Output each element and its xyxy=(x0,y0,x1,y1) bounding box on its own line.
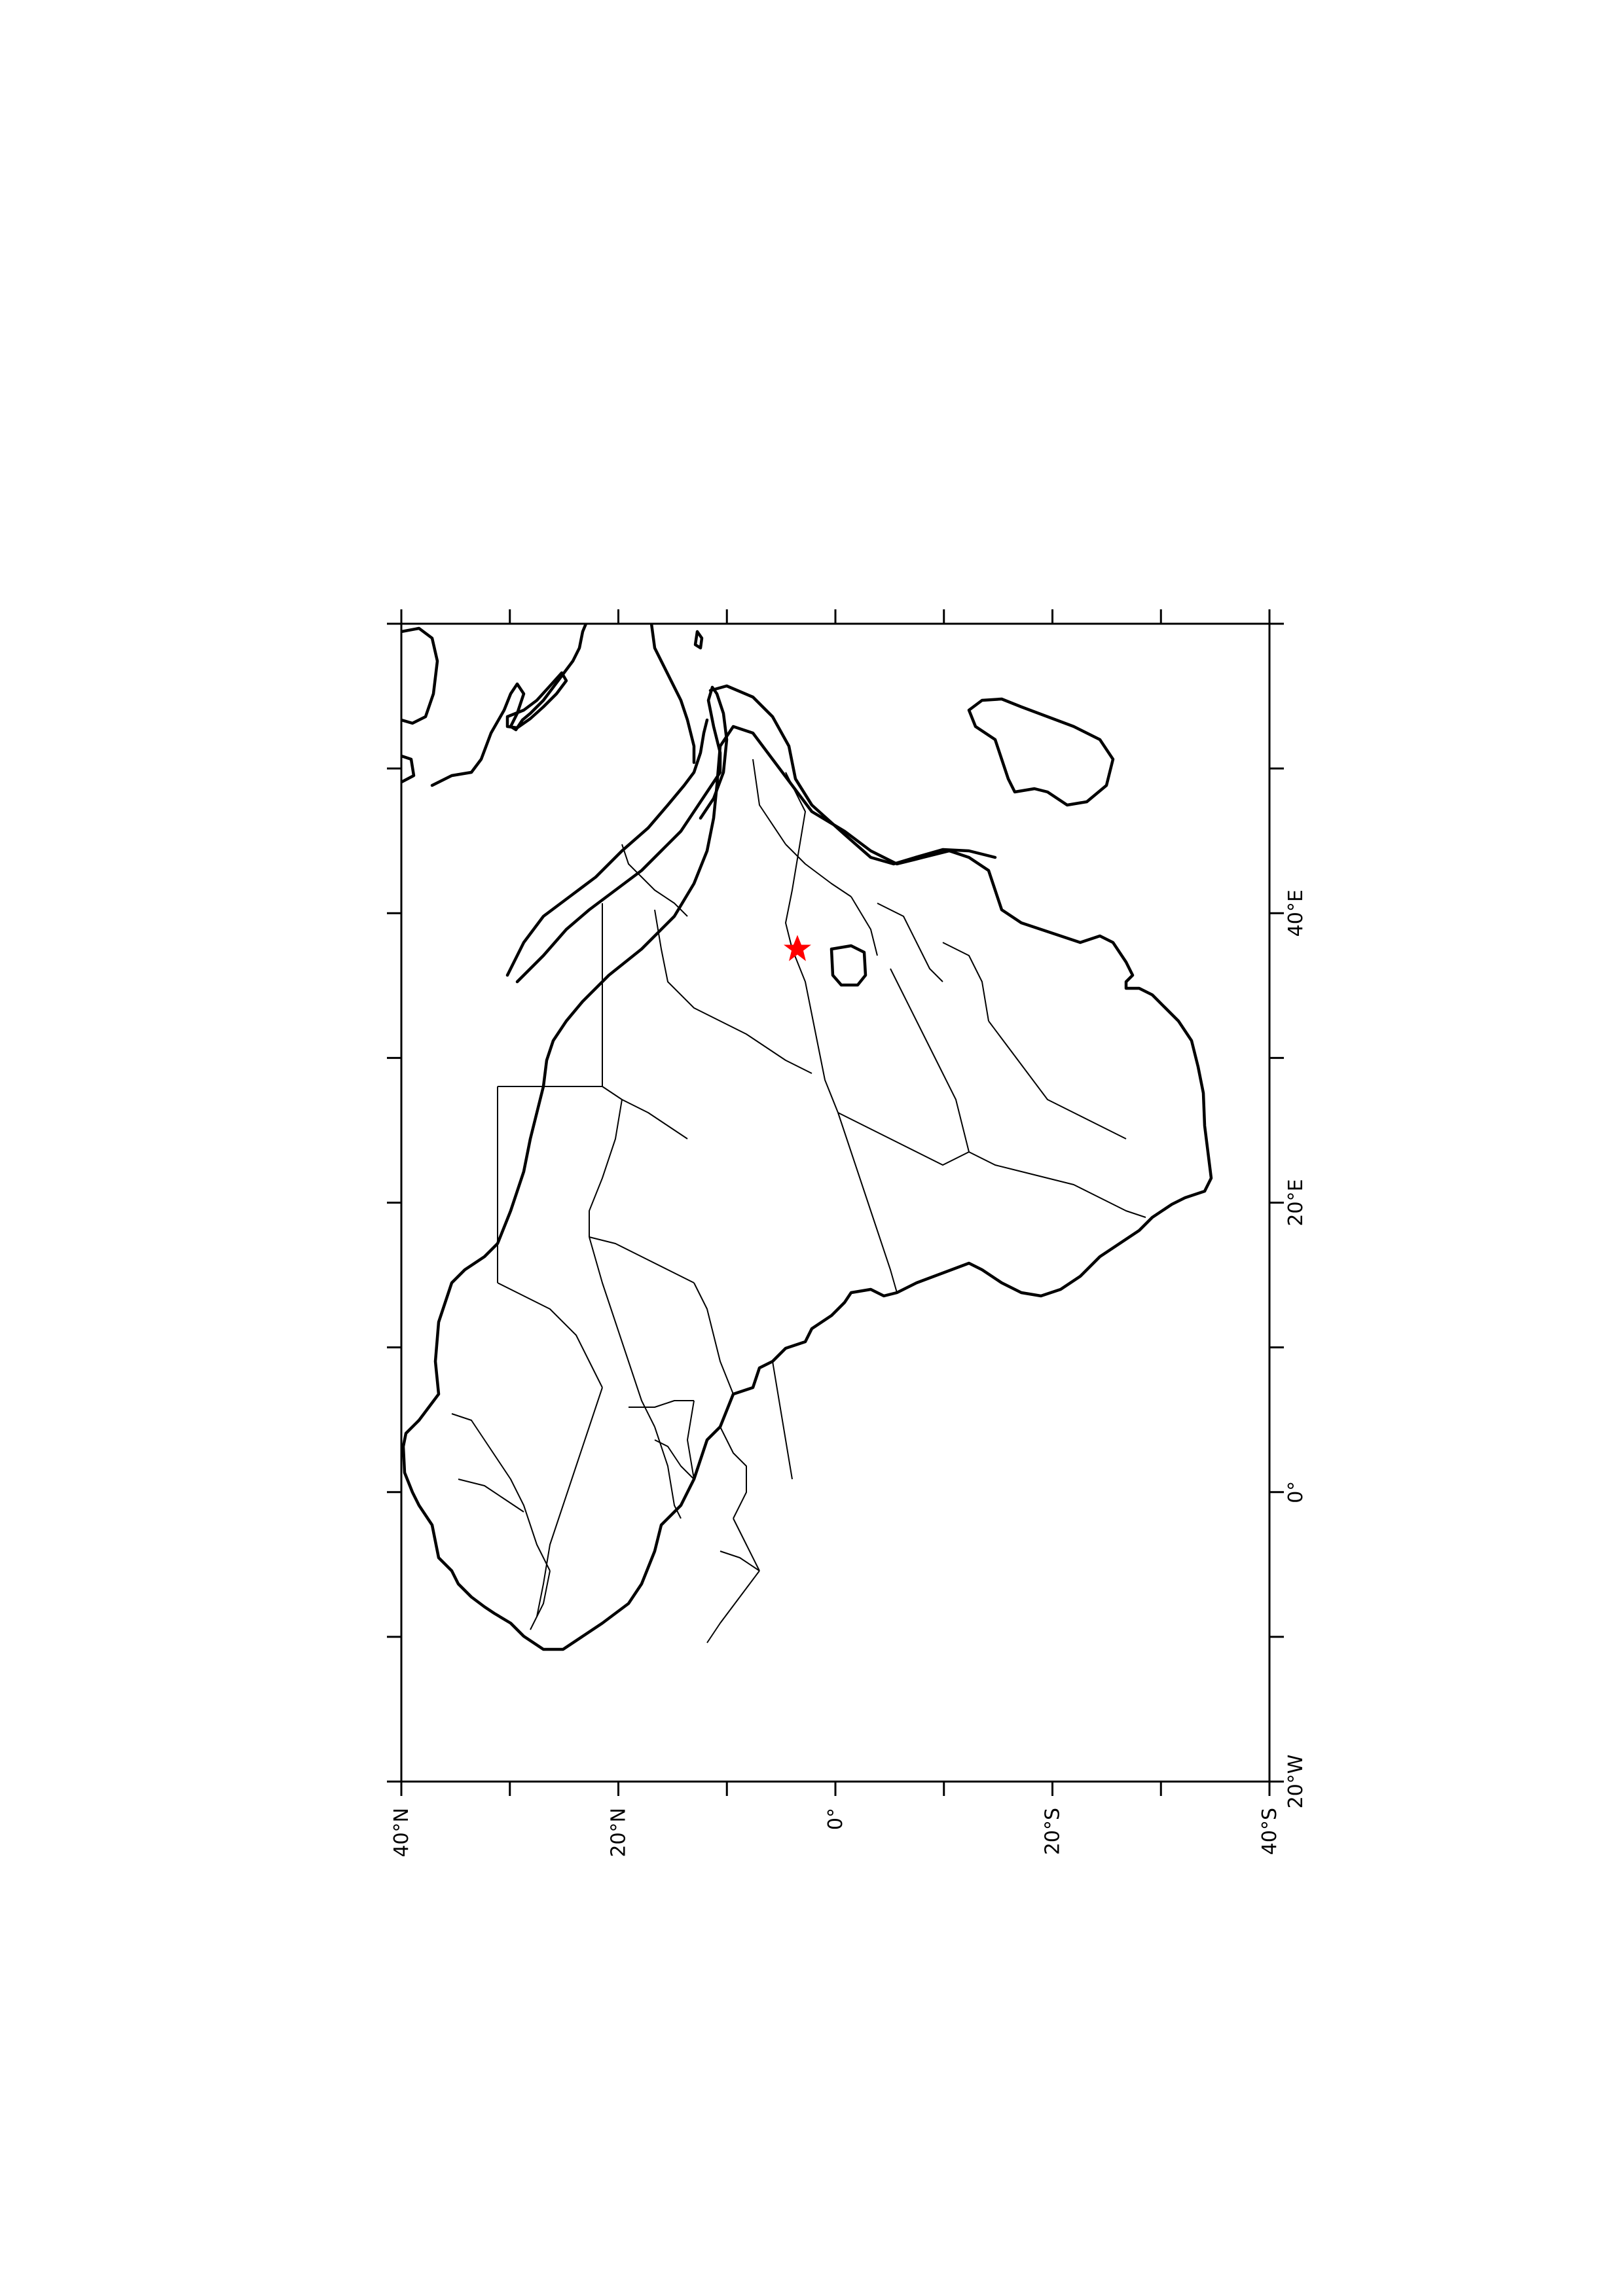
longitude-tick-label: 0° xyxy=(1285,1481,1307,1503)
latitude-tick-label: 20°S xyxy=(1042,1808,1065,1855)
coastline-black-sea xyxy=(505,671,568,730)
latitude-tick-label: 40°S xyxy=(1258,1808,1281,1855)
longitude-axis: 20°W 0° 20°E 40°E xyxy=(1285,889,1307,1808)
red-star-icon xyxy=(783,935,811,961)
coastline-gulf xyxy=(649,624,696,764)
coastline-africa xyxy=(401,725,1213,1651)
latitude-tick-label: 0° xyxy=(824,1808,847,1830)
latitude-tick-label: 40°N xyxy=(390,1808,413,1857)
longitude-tick-label: 40°E xyxy=(1285,889,1307,937)
map-frame xyxy=(400,622,1271,1783)
coastline-red-sea-west xyxy=(505,718,709,977)
longitude-tick-label: 20°E xyxy=(1285,1179,1307,1226)
latitude-tick-label: 20°N xyxy=(608,1808,630,1857)
longitude-tick-label: 20°W xyxy=(1285,1755,1307,1809)
coastline-red-sea-east xyxy=(515,685,729,984)
coastline-europe xyxy=(401,624,588,787)
latitude-axis: 40°N 20°N 0° 20°S 40°S xyxy=(390,1808,1281,1857)
coastline-caspian xyxy=(693,630,704,650)
coastline-lake-victoria xyxy=(830,944,867,987)
map-plot-area xyxy=(401,624,1213,1651)
coastline-madagascar xyxy=(967,697,1115,807)
axis-ticks xyxy=(387,609,1284,1796)
country-borders xyxy=(451,759,1146,1643)
location-marker xyxy=(783,935,811,961)
